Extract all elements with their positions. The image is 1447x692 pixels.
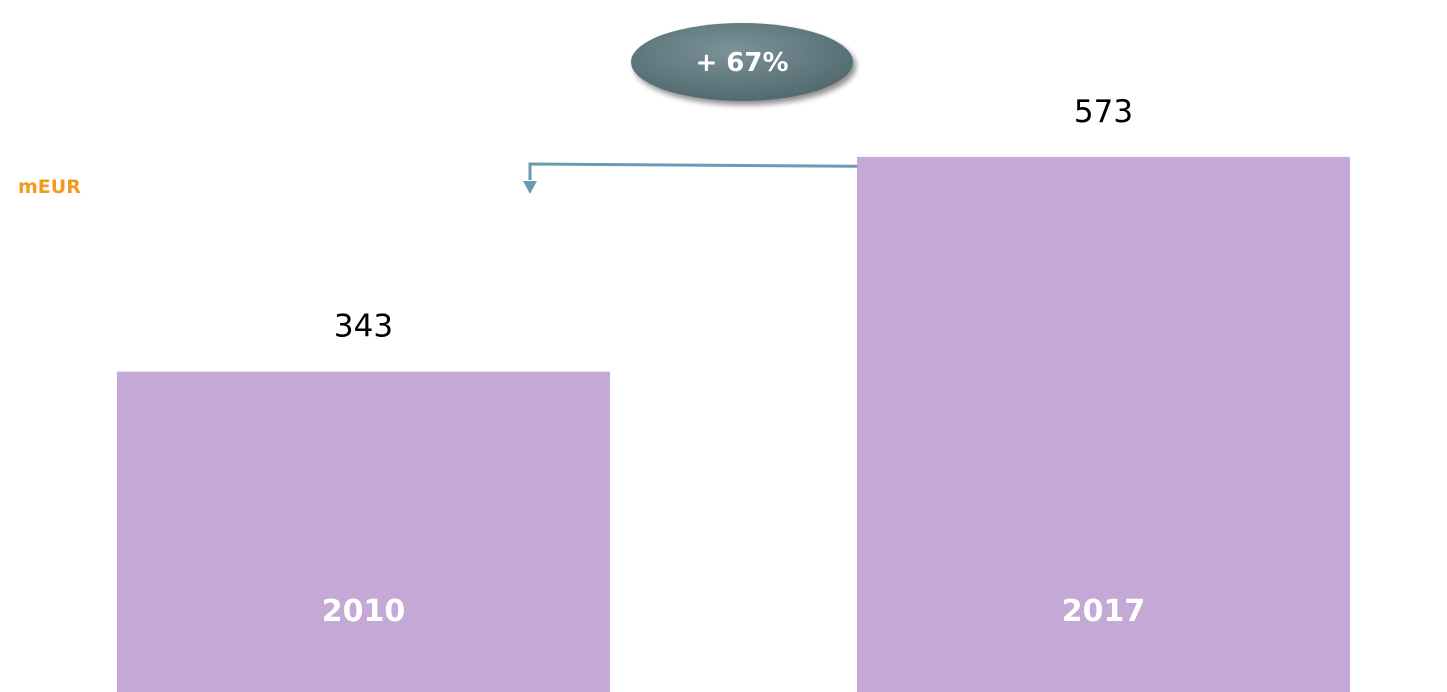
category-label-2010: 2010 [322, 594, 406, 629]
unit-label: mEUR [18, 176, 81, 198]
bar-2017 [857, 156, 1350, 692]
bars-layer: 343 2010 573 2017 [117, 94, 1350, 692]
growth-bubble [631, 23, 853, 101]
value-label-2017: 573 [1074, 94, 1133, 130]
category-label-2017: 2017 [1062, 594, 1146, 629]
bar-2010 [117, 371, 610, 692]
value-label-2010: 343 [334, 309, 393, 345]
arrow-head-left-icon [523, 181, 537, 194]
growth-label: + 67% [695, 48, 788, 78]
